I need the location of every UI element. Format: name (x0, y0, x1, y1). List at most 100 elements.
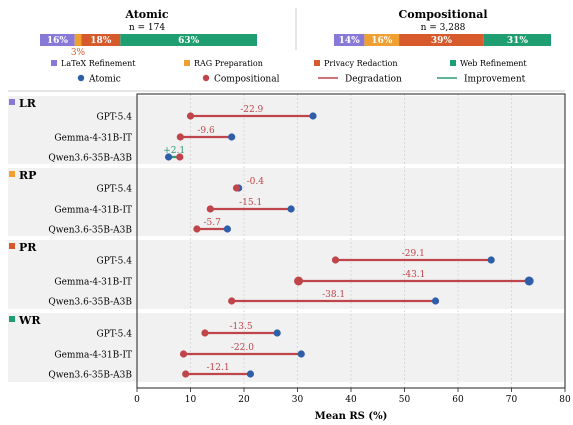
legend-atomic-label: Atomic (88, 75, 121, 85)
atomic-segment-web (120, 34, 257, 46)
x-tick-label: 50 (399, 395, 411, 405)
atomic-point (228, 133, 236, 141)
legend-compositional-label: Compositional (214, 75, 280, 85)
delta-label: -12.1 (207, 363, 230, 373)
atomic-point (297, 350, 305, 358)
category-legend: LaTeX Refinement RAG Preparation Privacy… (51, 59, 527, 68)
x-tick-label: 0 (134, 395, 140, 405)
compositional-point (176, 133, 184, 141)
compositional-segment-privacy (399, 34, 484, 46)
compositional-point (232, 184, 241, 192)
group-label-privacy: PR (19, 241, 37, 254)
compositional-point (182, 370, 190, 378)
legend-label-privacy: Privacy Redaction (324, 59, 397, 68)
x-tick-label: 60 (452, 395, 464, 405)
compositional-point (201, 329, 209, 337)
group-label-latex: LR (19, 97, 37, 110)
compositional-point (228, 297, 236, 305)
compositional-segment-label-web: 31% (507, 36, 529, 46)
model-label: GPT-5.4 (97, 257, 133, 267)
atomic-segment-label-privacy: 18% (90, 36, 112, 46)
group-panel-web (8, 313, 565, 382)
delta-label: -22.0 (231, 343, 254, 353)
atomic-point (287, 205, 295, 213)
atomic-point (309, 112, 317, 120)
model-label: Gemma-4-31B-IT (54, 134, 132, 144)
atomic-segment-latex (40, 34, 75, 46)
atomic-summary: Atomic n = 174 16%3% 18% 63% (40, 8, 257, 58)
compositional-point (206, 205, 214, 213)
group-swatch-web (9, 316, 15, 322)
compositional-point (294, 276, 304, 286)
group-swatch-rag (9, 171, 15, 177)
legend-swatch-rag (184, 60, 190, 66)
atomic-point (164, 153, 173, 161)
delta-label: -15.1 (239, 198, 262, 208)
group-swatch-latex (9, 99, 15, 105)
model-label: GPT-5.4 (97, 113, 133, 123)
group-label-rag: RP (19, 169, 36, 182)
compositional-point (331, 256, 340, 264)
legend-atomic-marker (77, 74, 85, 82)
compositional-segment-rag (364, 34, 400, 46)
atomic-segment-label-latex: 16% (47, 36, 69, 46)
marker-legend: Atomic Compositional Degradation Improve… (77, 74, 526, 85)
compositional-title: Compositional (398, 8, 487, 21)
model-label: Qwen3.6-35B-A3B (48, 371, 132, 381)
legend-swatch-web (450, 60, 456, 66)
atomic-point (223, 225, 232, 233)
group-panel-latex (8, 96, 565, 164)
compositional-segment-label-rag: 16% (371, 36, 393, 46)
atomic-segment-label-web: 63% (178, 36, 200, 46)
model-label: Gemma-4-31B-IT (54, 206, 132, 216)
compositional-distribution-bar: 14% 16% 39% 31% (334, 34, 551, 46)
atomic-title: Atomic (124, 8, 169, 21)
model-label: Qwen3.6-35B-A3B (48, 154, 132, 164)
atomic-segment-privacy (81, 34, 121, 46)
compositional-point (176, 153, 184, 161)
delta-label: -43.1 (402, 270, 425, 280)
group-label-web: WR (18, 314, 41, 327)
model-label: Gemma-4-31B-IT (54, 278, 132, 288)
group-swatch-privacy (9, 243, 15, 249)
model-label: GPT-5.4 (97, 185, 133, 195)
atomic-distribution-bar: 16%3% 18% 63% (40, 34, 257, 58)
legend-swatch-latex (51, 60, 57, 66)
delta-label: -0.4 (247, 177, 265, 187)
atomic-point (431, 297, 440, 305)
x-tick-label: 30 (292, 395, 304, 405)
compositional-point (179, 350, 188, 358)
compositional-count: n = 3,288 (421, 23, 466, 33)
group-panel-privacy (8, 240, 565, 309)
atomic-count: n = 174 (129, 23, 166, 33)
delta-label: +2.1 (163, 146, 185, 156)
delta-label: -29.1 (402, 249, 425, 259)
delta-label: -38.1 (322, 290, 345, 300)
compositional-segment-label-latex: 14% (339, 36, 361, 46)
delta-label: -13.5 (230, 322, 253, 332)
model-label: Qwen3.6-35B-A3B (48, 226, 132, 236)
model-label: Gemma-4-31B-IT (54, 351, 132, 361)
compositional-segment-label-privacy: 39% (431, 36, 453, 46)
delta-label: -22.9 (240, 105, 263, 115)
x-axis-label: Mean RS (%) (315, 411, 388, 422)
legend-compositional-marker (202, 74, 210, 82)
atomic-point (524, 276, 534, 286)
atomic-segment-label-rag: 3% (71, 48, 86, 58)
compositional-segment-latex (334, 34, 365, 46)
plot-area: 0 10 20 30 40 50 60 70 80 LR GPT-5.4 -22.9 Gemma-4-3… (8, 93, 571, 405)
model-label: Qwen3.6-35B-A3B (48, 298, 132, 308)
compositional-point (186, 112, 195, 120)
x-tick-label: 20 (238, 395, 250, 405)
x-tick-label: 40 (345, 395, 357, 405)
compositional-summary: Compositional n = 3,288 14% 16% 39% 31% (334, 8, 551, 46)
atomic-point (273, 329, 281, 337)
delta-label: -5.7 (203, 218, 221, 228)
atomic-point (487, 256, 495, 264)
compositional-segment-web (483, 34, 551, 46)
compositional-point (193, 225, 201, 233)
legend-label-latex: LaTeX Refinement (61, 59, 136, 68)
x-tick-label: 70 (506, 395, 518, 405)
x-tick-label: 80 (559, 395, 571, 405)
